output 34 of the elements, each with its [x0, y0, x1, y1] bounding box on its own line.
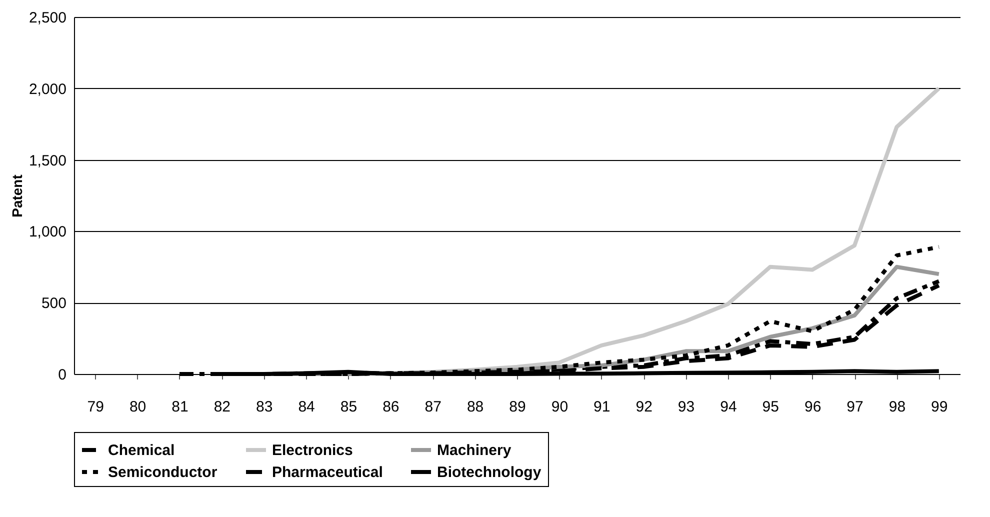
y-tick-label: 2,500 [28, 10, 66, 26]
x-tick-label: 97 [846, 398, 864, 416]
x-tick-label: 90 [551, 398, 568, 416]
y-axis-title: Patent [8, 174, 25, 218]
x-tick-label: 86 [382, 398, 400, 416]
x-tick-label: 84 [298, 398, 315, 416]
legend-label: Machinery [437, 442, 512, 459]
x-tick-label: 82 [214, 398, 231, 416]
x-tick-label: 79 [87, 398, 104, 416]
y-tick-label: 500 [41, 295, 66, 312]
x-tick-label: 81 [172, 398, 188, 416]
x-tick-label: 91 [594, 398, 610, 416]
y-tick-label: 1,500 [28, 152, 66, 170]
x-tick-label: 83 [256, 398, 273, 416]
x-tick-label: 85 [340, 398, 358, 416]
x-tick-label: 95 [762, 398, 779, 416]
x-tick-label: 87 [424, 398, 442, 416]
legend-label: Semiconductor [108, 464, 218, 481]
x-tick-label: 88 [466, 398, 484, 416]
x-tick-label: 93 [678, 398, 695, 416]
x-tick-label: 96 [804, 398, 822, 416]
x-tick-label: 80 [129, 398, 146, 416]
x-tick-label: 94 [720, 398, 737, 416]
legend-label: Pharmaceutical [272, 464, 383, 481]
y-tick-label: 1,000 [28, 224, 66, 241]
y-tick-label: 0 [58, 366, 66, 384]
x-tick-label: 98 [888, 398, 906, 416]
x-tick-label: 99 [931, 398, 948, 416]
x-tick-label: 92 [636, 398, 652, 416]
legend-label: Electronics [272, 442, 353, 459]
y-tick-label: 2,000 [28, 80, 66, 98]
legend-label: Biotechnology [437, 464, 542, 481]
legend-label: Chemical [108, 442, 175, 459]
x-tick-label: 89 [509, 398, 526, 416]
